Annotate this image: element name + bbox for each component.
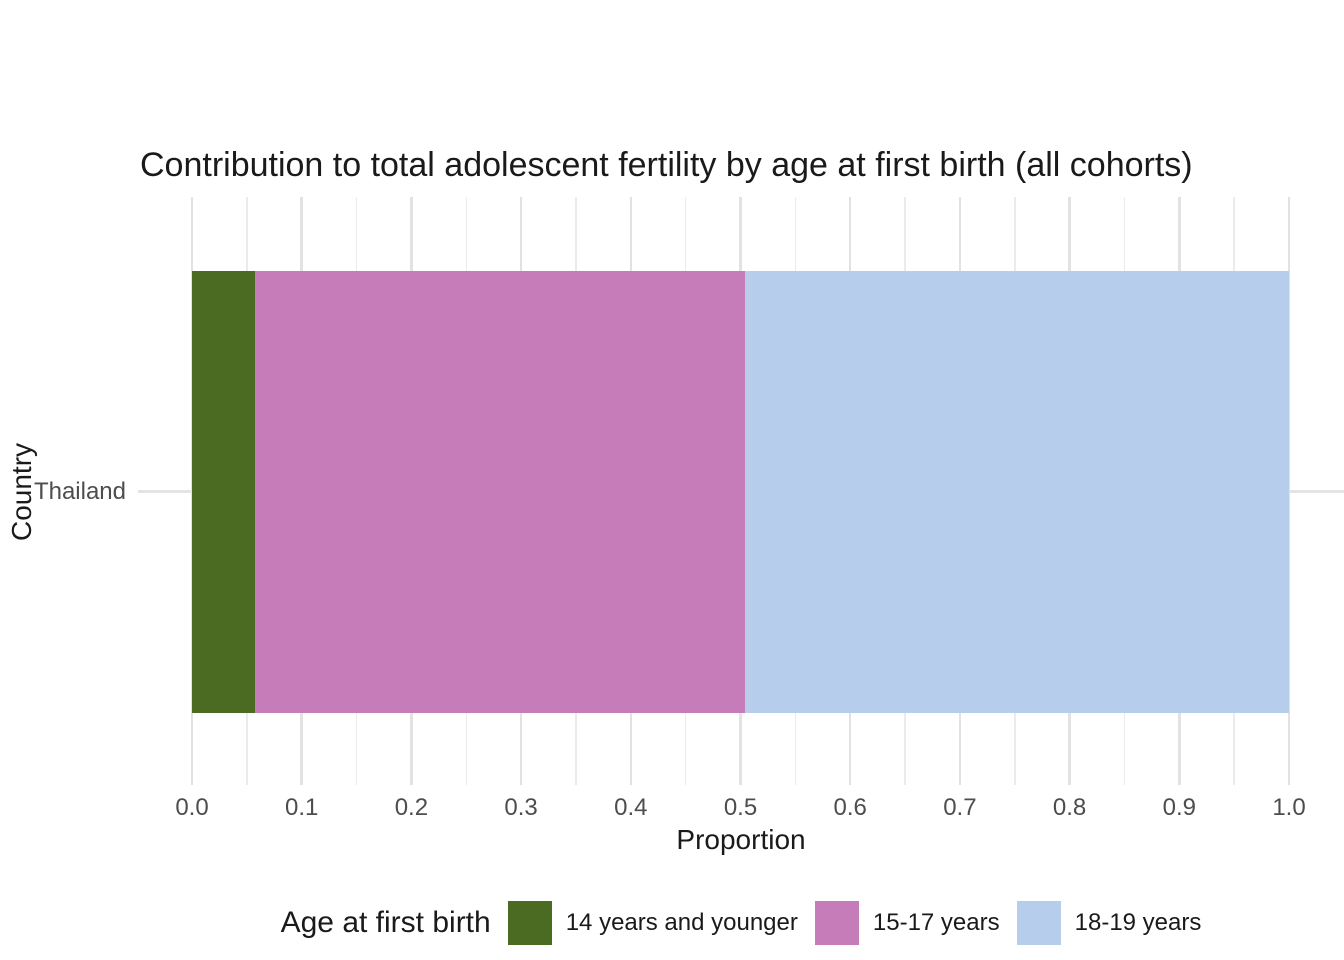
bar-segment-15-17-years (254, 271, 745, 713)
x-tick-label-0.7: 0.7 (943, 794, 977, 821)
bar-segment-14-years-and-younger (192, 271, 255, 713)
legend-swatch (507, 901, 552, 945)
legend-label: 18-19 years (1074, 909, 1202, 936)
legend-swatch (814, 901, 859, 945)
legend: Age at first birth 14 years and younger 1… (138, 899, 1344, 947)
x-tick-label-0.0: 0.0 (175, 794, 209, 821)
x-tick-label-1.0: 1.0 (1272, 794, 1306, 821)
legend-item-15-17-years: 15-17 years (814, 901, 1000, 945)
legend-title: Age at first birth (280, 906, 491, 939)
stacked-bar-thailand (192, 271, 1289, 713)
legend-label: 15-17 years (872, 909, 1000, 936)
legend-items: 14 years and younger 15-17 years 18-19 yea… (507, 901, 1202, 945)
legend-item-18-19-years: 18-19 years (1016, 901, 1202, 945)
x-tick-label-0.1: 0.1 (285, 794, 319, 821)
plot-panel (138, 197, 1344, 785)
x-tick-label-0.5: 0.5 (723, 794, 758, 821)
x-tick-label-0.9: 0.9 (1162, 794, 1196, 821)
x-axis-title: Proportion (676, 824, 806, 855)
bar-segment-18-19-years (744, 271, 1289, 713)
x-tick-label-0.2: 0.2 (394, 794, 429, 821)
y-tick-label-thailand: Thailand (33, 478, 126, 505)
x-tick-label-0.6: 0.6 (833, 794, 867, 821)
x-tick-label-0.4: 0.4 (614, 794, 648, 821)
legend-label: 14 years and younger (565, 909, 798, 936)
x-tick-label-0.3: 0.3 (504, 794, 538, 821)
chart-title: Contribution to total adolescent fertili… (140, 146, 1193, 184)
x-tick-label-0.8: 0.8 (1052, 794, 1087, 821)
legend-item-14-years-and-younger: 14 years and younger (507, 901, 798, 945)
legend-swatch (1016, 901, 1061, 945)
